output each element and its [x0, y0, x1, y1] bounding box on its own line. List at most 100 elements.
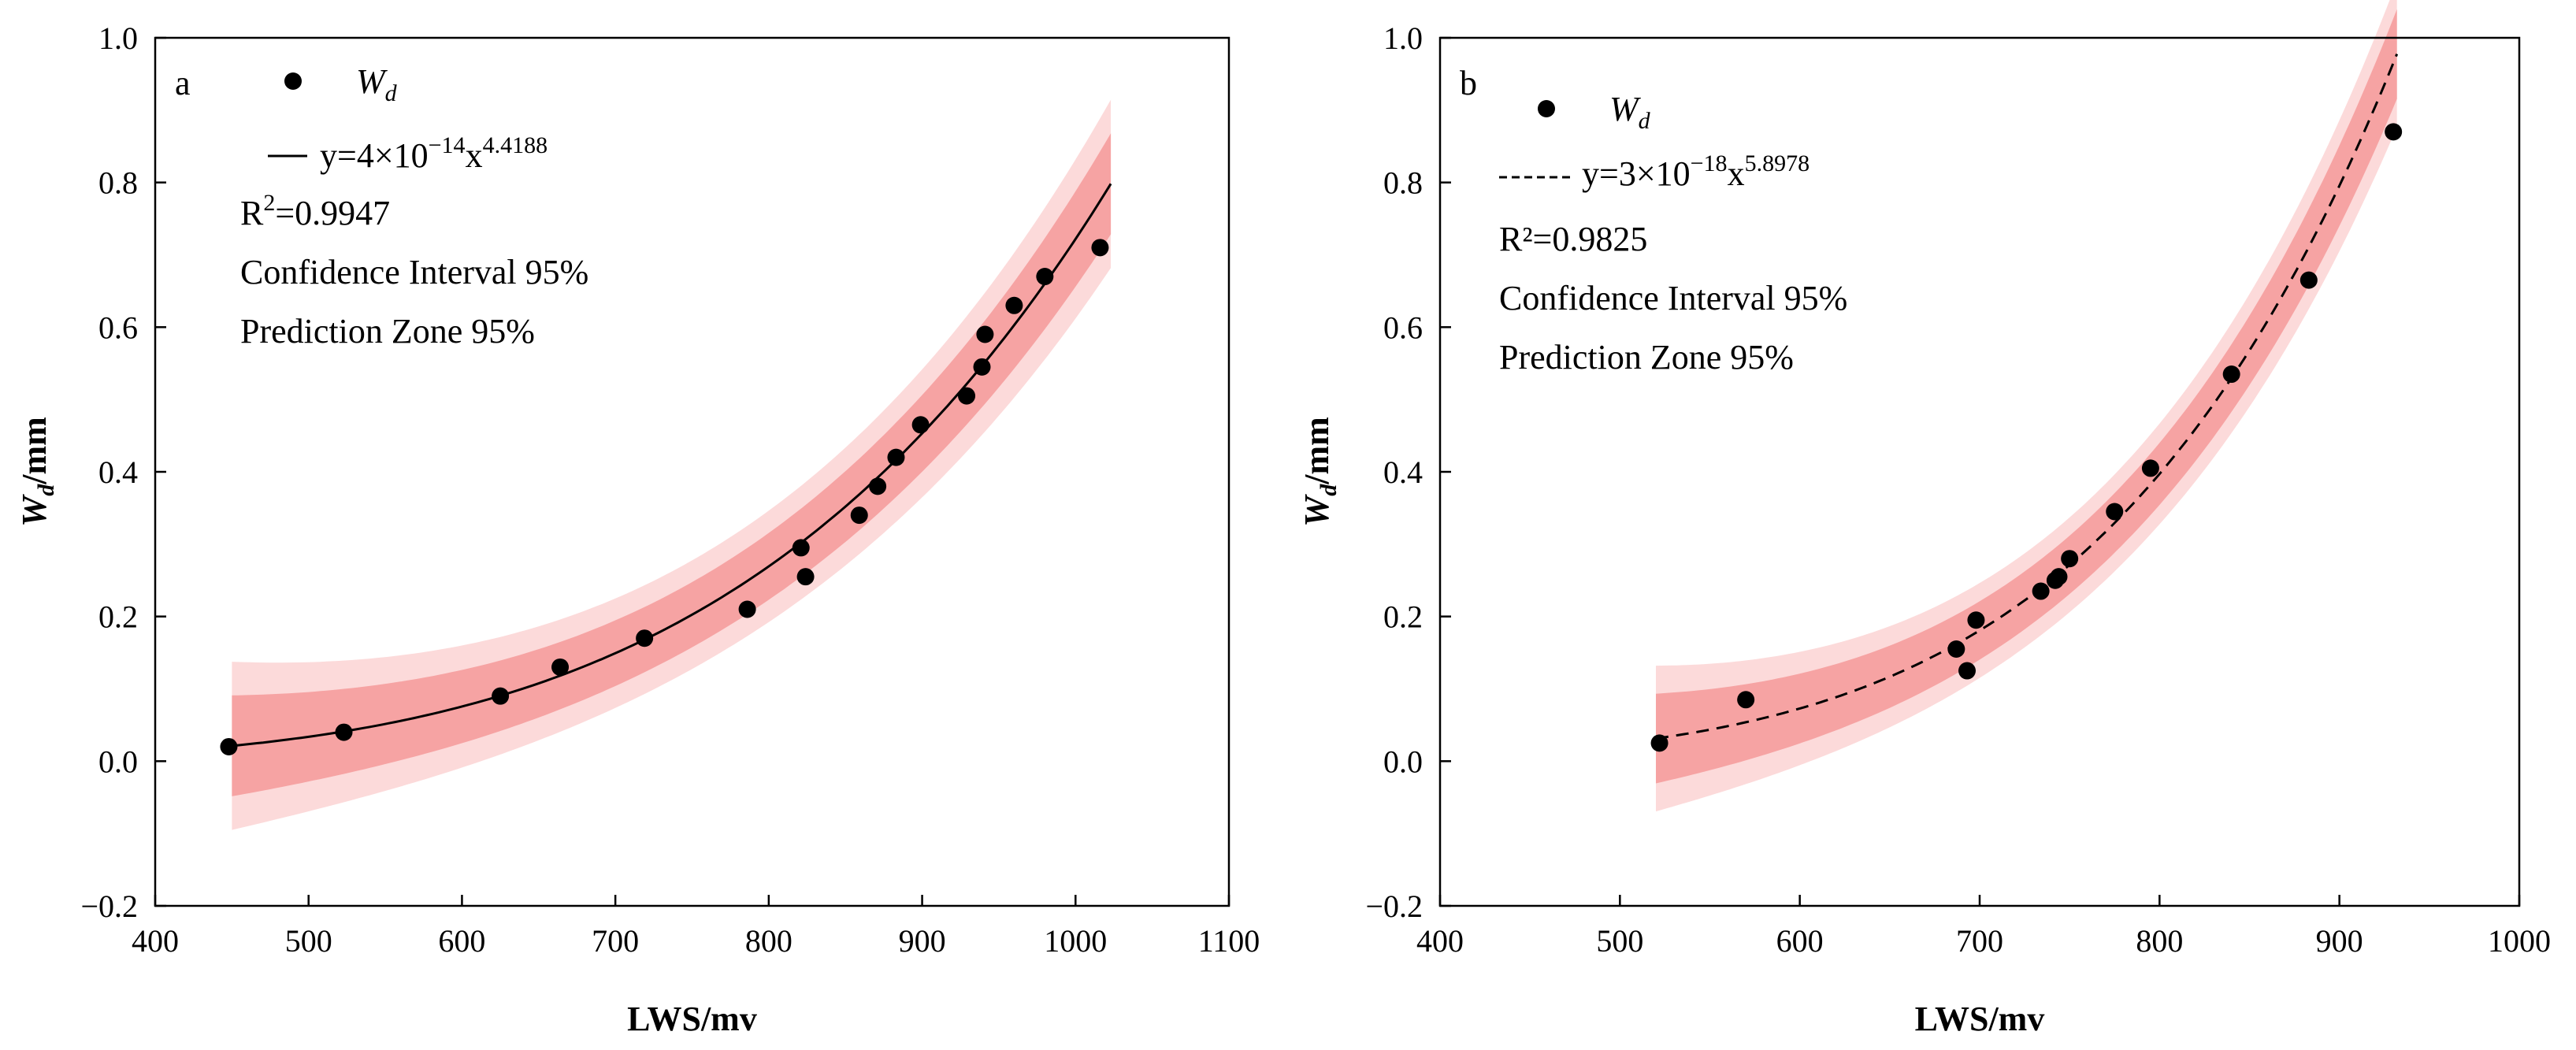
data-point	[2141, 459, 2159, 477]
legend-series-label: Wd	[356, 62, 398, 106]
x-tick-label: 900	[899, 923, 946, 959]
y-axis-label-main: W	[1297, 494, 1336, 527]
legend-marker	[284, 72, 302, 90]
data-point	[887, 448, 905, 466]
legend-series-name: W	[356, 62, 388, 101]
legend-r-squared: R²=0.9825	[1499, 220, 1647, 258]
r-squared-label: R	[240, 194, 264, 232]
legend-series-name: W	[1609, 90, 1641, 128]
y-tick-label: 0.0	[98, 744, 138, 779]
y-axis-label-sub: d	[33, 484, 59, 496]
x-tick-label: 700	[1956, 923, 2003, 959]
y-tick-label: 0.4	[1383, 455, 1423, 490]
data-point	[1958, 662, 1977, 680]
x-tick-label: 400	[132, 923, 179, 959]
data-point	[1737, 691, 1755, 709]
x-tick-label: 400	[1416, 923, 1464, 959]
legend-equation: y=4×10−14x4.4188	[320, 132, 547, 175]
data-point	[738, 600, 756, 618]
x-axis-label: LWS/mv	[627, 1000, 757, 1038]
equation-x: x	[1728, 154, 1745, 193]
r-squared-sup: 2	[263, 190, 275, 216]
x-tick-label: 900	[2316, 923, 2363, 959]
y-axis-label: Wd/mm	[1297, 417, 1342, 527]
x-axis-label: LWS/mv	[1915, 1000, 2045, 1038]
data-point	[1036, 268, 1054, 286]
y-tick-label: 0.4	[98, 455, 138, 490]
y-tick-label: 0.2	[98, 599, 138, 635]
y-axis-label-unit: /mm	[15, 417, 54, 485]
data-point	[792, 539, 810, 557]
r-squared-label: R²	[1499, 220, 1533, 258]
panel-label: b	[1460, 64, 1477, 102]
legend-series-sub: d	[1639, 108, 1651, 134]
data-point	[2061, 550, 2079, 568]
y-axis-label: Wd/mm	[15, 417, 59, 527]
legend-marker	[1538, 100, 1555, 117]
data-point	[976, 325, 994, 343]
y-tick-label: 0.8	[98, 165, 138, 201]
data-point	[796, 568, 815, 586]
data-point	[636, 629, 654, 647]
fit-curve	[232, 183, 1112, 748]
y-tick-label: −0.2	[1365, 889, 1423, 924]
legend-equation: y=3×10−18x5.8978	[1582, 150, 1810, 193]
data-point	[1091, 239, 1109, 257]
fit-curve	[1655, 54, 2399, 740]
equation-exponent-1: −14	[429, 132, 466, 158]
data-point	[1967, 611, 1985, 629]
data-point	[551, 658, 570, 676]
r-squared-value: =0.9947	[275, 194, 390, 232]
equation-x: x	[466, 136, 483, 175]
x-tick-label: 600	[438, 923, 485, 959]
x-tick-label: 1000	[2488, 923, 2551, 959]
x-tick-label: 1000	[1044, 923, 1107, 959]
data-point	[958, 387, 976, 405]
data-point	[2032, 582, 2050, 600]
x-tick-label: 700	[592, 923, 639, 959]
y-tick-label: 0.6	[1383, 310, 1423, 345]
legend-confidence-interval: Confidence Interval 95%	[1499, 279, 1847, 317]
legend-series-sub: d	[385, 80, 398, 106]
y-tick-label: 1.0	[1383, 20, 1423, 56]
chart-panel-a: 400 500 600 700 800 900 1000 1100 −0.2 0.0 0.2 0.4 0…	[15, 20, 1260, 1038]
confidence-band	[1656, 9, 2397, 784]
y-axis-label-unit: /mm	[1297, 417, 1336, 485]
legend-prediction-zone: Prediction Zone 95%	[1499, 338, 1794, 377]
data-point	[850, 506, 868, 525]
equation-exponent-1: −18	[1691, 150, 1728, 176]
y-tick-label: 0.6	[98, 310, 138, 345]
equation-exponent-2: 4.4188	[483, 132, 548, 158]
y-tick-label: 0.2	[1383, 599, 1423, 635]
data-point	[220, 737, 238, 755]
y-axis-label-main: W	[15, 494, 54, 527]
data-point	[911, 416, 930, 434]
data-point	[2299, 271, 2318, 289]
data-point	[335, 723, 353, 741]
x-tick-label: 1100	[1198, 923, 1260, 959]
data-point	[2222, 365, 2240, 384]
y-tick-label: 1.0	[98, 20, 138, 56]
data-point	[492, 687, 510, 705]
legend-confidence-interval: Confidence Interval 95%	[240, 253, 588, 291]
data-point	[2050, 568, 2068, 586]
panel-label: a	[175, 64, 191, 102]
y-tick-label: 0.0	[1383, 744, 1423, 779]
confidence-band	[232, 133, 1112, 796]
data-point	[869, 477, 887, 495]
legend-r-squared: R2=0.9947	[240, 190, 390, 232]
y-tick-label: 0.8	[1383, 165, 1423, 201]
data-point	[973, 358, 991, 376]
chart-panel-b: 400 500 600 700 800 900 1000 −0.2 0.0 0.2 0.4 0.6 0.…	[1297, 0, 2551, 1038]
data-point	[2385, 123, 2403, 141]
data-point	[2106, 503, 2124, 521]
x-tick-label: 500	[285, 923, 332, 959]
x-tick-label: 800	[2136, 923, 2183, 959]
equation-exponent-2: 5.8978	[1745, 150, 1810, 176]
equation-prefix: y=3×10	[1582, 154, 1691, 193]
data-point	[1947, 640, 1965, 658]
data-point	[1650, 734, 1668, 752]
legend-series-label: Wd	[1609, 90, 1651, 134]
r-squared-value: =0.9825	[1533, 220, 1648, 258]
x-tick-label: 500	[1596, 923, 1643, 959]
